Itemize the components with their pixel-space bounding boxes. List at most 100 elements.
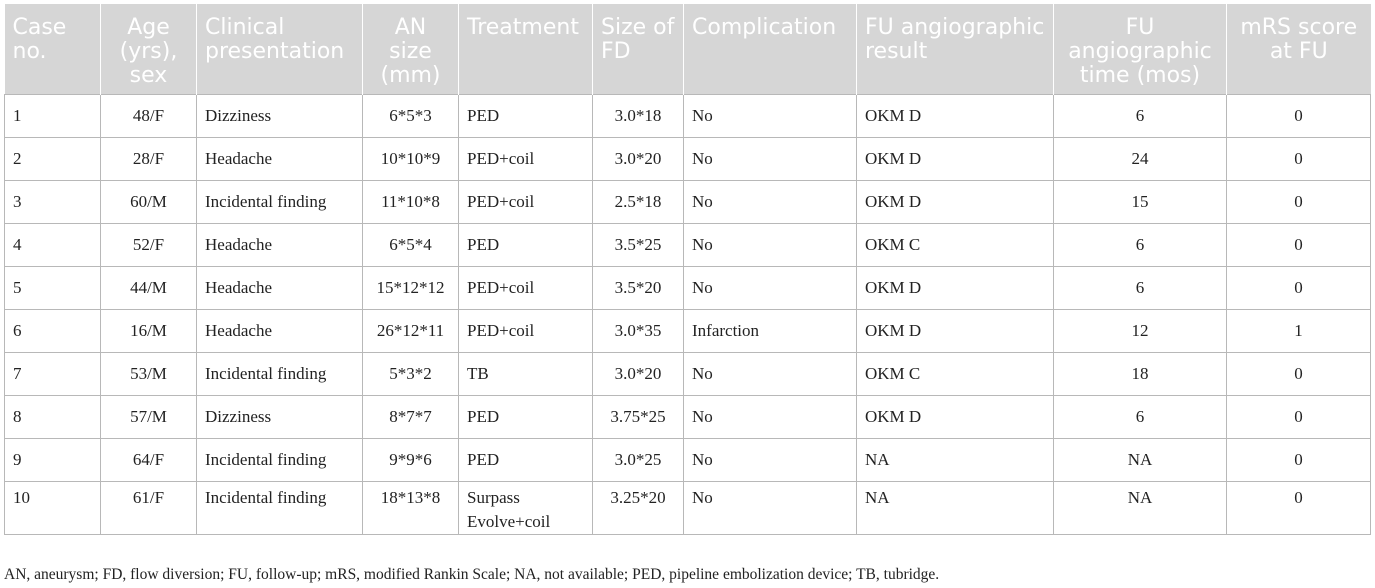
cell-treatment: PED [458, 94, 593, 138]
header-complication: Complication [683, 4, 857, 95]
table-row: 10 61/F Incidental finding 18*13*8 Surpa… [4, 481, 1371, 535]
cell-treatment: Surpass Evolve+coil [458, 481, 593, 535]
cell-fu-result: OKM D [856, 137, 1054, 181]
cell-treatment: PED+coil [458, 309, 593, 353]
cell-an-size: 8*7*7 [362, 395, 459, 439]
table-row: 6 16/M Headache 26*12*11 PED+coil 3.0*35… [4, 309, 1371, 353]
cell-complication: No [683, 137, 857, 181]
cell-presentation: Headache [196, 266, 363, 310]
cell-case-no: 8 [4, 395, 101, 439]
cell-presentation: Headache [196, 223, 363, 267]
cell-treatment: PED [458, 438, 593, 482]
table-row: 3 60/M Incidental finding 11*10*8 PED+co… [4, 180, 1371, 224]
cell-treatment: PED+coil [458, 180, 593, 224]
header-treatment: Treatment [458, 4, 593, 95]
table-row: 2 28/F Headache 10*10*9 PED+coil 3.0*20 … [4, 137, 1371, 181]
cell-fu-result: OKM D [856, 94, 1054, 138]
cell-treatment: PED+coil [458, 137, 593, 181]
table-row: 5 44/M Headache 15*12*12 PED+coil 3.5*20… [4, 266, 1371, 310]
cell-an-size: 9*9*6 [362, 438, 459, 482]
table-row: 1 48/F Dizziness 6*5*3 PED 3.0*18 No OKM… [4, 94, 1371, 138]
cell-an-size: 18*13*8 [362, 481, 459, 535]
cell-fd-size: 3.5*20 [592, 266, 684, 310]
cell-complication: No [683, 266, 857, 310]
cell-age-sex: 57/M [100, 395, 197, 439]
cell-an-size: 5*3*2 [362, 352, 459, 396]
cell-fu-result: OKM C [856, 223, 1054, 267]
cell-fu-time: 6 [1053, 94, 1227, 138]
header-age-sex: Age (yrs), sex [100, 4, 197, 95]
cell-age-sex: 64/F [100, 438, 197, 482]
table-row: 4 52/F Headache 6*5*4 PED 3.5*25 No OKM … [4, 223, 1371, 267]
header-fu-time: FU angiographic time (mos) [1053, 4, 1227, 95]
cell-treatment: PED+coil [458, 266, 593, 310]
cell-fu-result: OKM D [856, 266, 1054, 310]
cell-fu-time: 24 [1053, 137, 1227, 181]
cell-complication: No [683, 352, 857, 396]
table-footnote: AN, aneurysm; FD, flow diversion; FU, fo… [4, 566, 940, 583]
cell-mrs: 0 [1226, 180, 1371, 224]
cell-mrs: 0 [1226, 395, 1371, 439]
cell-age-sex: 53/M [100, 352, 197, 396]
cell-fu-result: OKM D [856, 309, 1054, 353]
cell-mrs: 1 [1226, 309, 1371, 353]
cell-mrs: 0 [1226, 137, 1371, 181]
cell-an-size: 11*10*8 [362, 180, 459, 224]
cell-case-no: 1 [4, 94, 101, 138]
cell-fd-size: 2.5*18 [592, 180, 684, 224]
table-row: 7 53/M Incidental finding 5*3*2 TB 3.0*2… [4, 352, 1371, 396]
cell-presentation: Dizziness [196, 395, 363, 439]
cell-presentation: Dizziness [196, 94, 363, 138]
cell-mrs: 0 [1226, 266, 1371, 310]
cell-fd-size: 3.75*25 [592, 395, 684, 439]
cell-age-sex: 52/F [100, 223, 197, 267]
cell-fu-time: 15 [1053, 180, 1227, 224]
cell-case-no: 4 [4, 223, 101, 267]
cell-age-sex: 48/F [100, 94, 197, 138]
cell-age-sex: 60/M [100, 180, 197, 224]
table-container: Case no. Age (yrs), sex Clinical present… [4, 4, 1371, 535]
cell-age-sex: 28/F [100, 137, 197, 181]
cell-fu-result: NA [856, 438, 1054, 482]
cell-an-size: 26*12*11 [362, 309, 459, 353]
case-table: Case no. Age (yrs), sex Clinical present… [4, 4, 1371, 535]
cell-fu-time: 18 [1053, 352, 1227, 396]
cell-fu-time: 6 [1053, 266, 1227, 310]
cell-complication: No [683, 395, 857, 439]
header-size-of-fd: Size of FD [592, 4, 684, 95]
cell-presentation: Incidental finding [196, 352, 363, 396]
header-case-no: Case no. [4, 4, 101, 95]
cell-fu-time: NA [1053, 481, 1227, 535]
cell-complication: No [683, 94, 857, 138]
cell-an-size: 15*12*12 [362, 266, 459, 310]
cell-case-no: 10 [4, 481, 101, 535]
cell-fu-result: OKM D [856, 180, 1054, 224]
cell-treatment: PED [458, 223, 593, 267]
cell-fd-size: 3.0*20 [592, 352, 684, 396]
cell-fu-time: 6 [1053, 395, 1227, 439]
cell-fu-result: OKM C [856, 352, 1054, 396]
cell-mrs: 0 [1226, 94, 1371, 138]
cell-fd-size: 3.25*20 [592, 481, 684, 535]
cell-mrs: 0 [1226, 223, 1371, 267]
cell-age-sex: 61/F [100, 481, 197, 535]
cell-presentation: Headache [196, 309, 363, 353]
cell-presentation: Incidental finding [196, 438, 363, 482]
cell-mrs: 0 [1226, 438, 1371, 482]
cell-case-no: 5 [4, 266, 101, 310]
cell-complication: No [683, 438, 857, 482]
cell-mrs: 0 [1226, 481, 1371, 535]
cell-presentation: Incidental finding [196, 481, 363, 535]
header-row: Case no. Age (yrs), sex Clinical present… [4, 4, 1371, 95]
cell-fu-time: NA [1053, 438, 1227, 482]
table-row: 8 57/M Dizziness 8*7*7 PED 3.75*25 No OK… [4, 395, 1371, 439]
cell-case-no: 9 [4, 438, 101, 482]
header-fu-result: FU angiographic result [856, 4, 1054, 95]
cell-case-no: 3 [4, 180, 101, 224]
cell-fd-size: 3.0*25 [592, 438, 684, 482]
cell-presentation: Headache [196, 137, 363, 181]
cell-fd-size: 3.0*35 [592, 309, 684, 353]
cell-mrs: 0 [1226, 352, 1371, 396]
cell-an-size: 10*10*9 [362, 137, 459, 181]
cell-treatment: TB [458, 352, 593, 396]
